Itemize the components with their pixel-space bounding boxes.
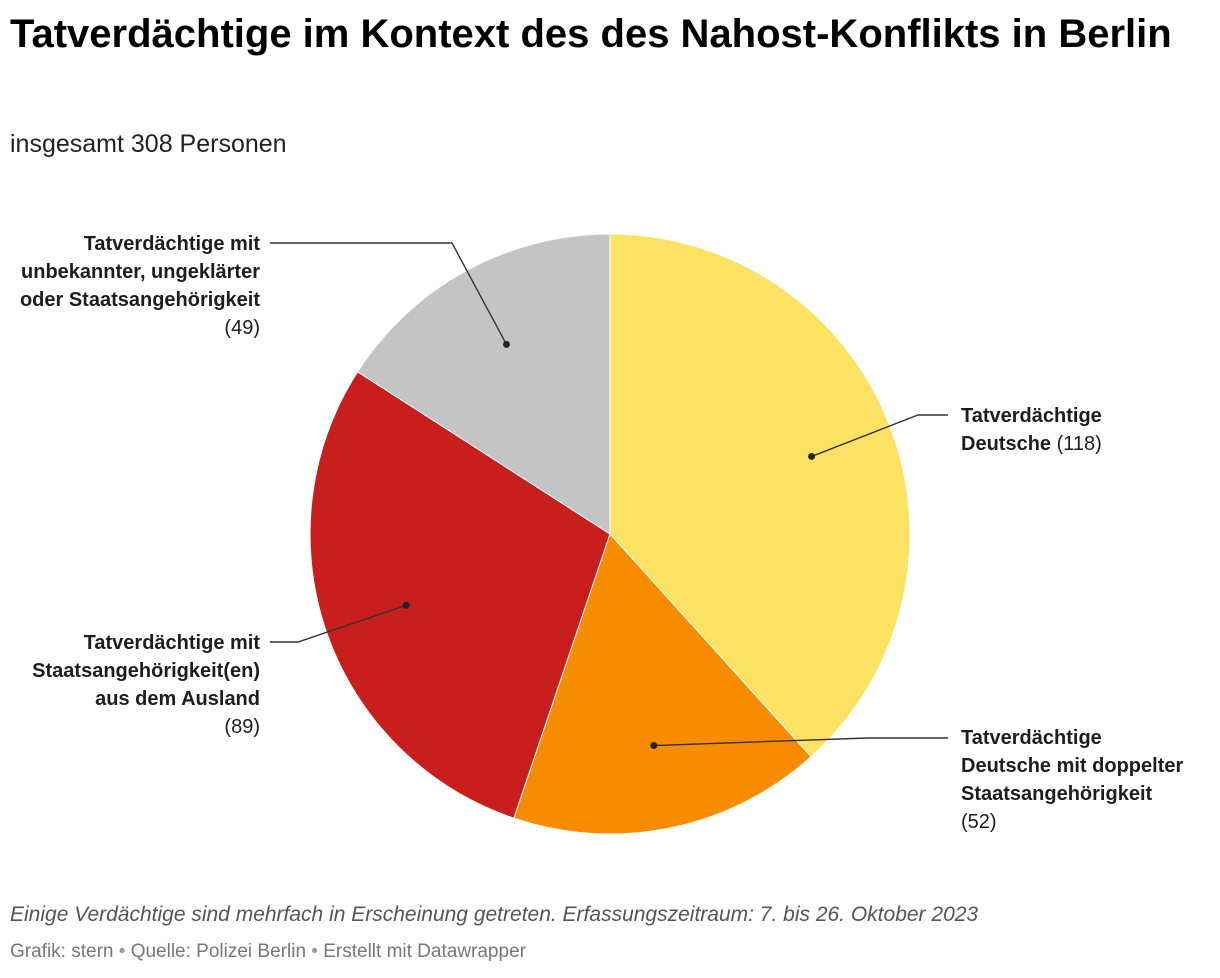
chart-subtitle: insgesamt 308 Personen	[10, 130, 287, 158]
credit-separator: •	[118, 941, 126, 962]
slice-value-doppelte-staatsangehoerigkeit: (52)	[961, 811, 997, 833]
pie-slices	[309, 233, 911, 835]
credit-source: Quelle: Polizei Berlin	[130, 941, 307, 962]
leader-ausland-dot	[402, 601, 410, 609]
credit-separator: •	[311, 941, 318, 962]
leader-doppelte-staatsangehoerigkeit	[653, 737, 948, 747]
slice-label-deutsche: Tatverdächtige Deutsche (118)	[961, 405, 1102, 455]
label-leader-lines	[270, 242, 948, 750]
slice-label-unbekannt: Tatverdächtige mit unbekannter, ungeklär…	[19, 233, 260, 339]
slice-value-ausland: (89)	[224, 716, 260, 738]
pie-chart	[270, 233, 948, 835]
slice-doppelte-staatsangehoerigkeit	[513, 533, 812, 835]
slice-value-unbekannt: (49)	[224, 317, 260, 339]
slice-label-doppelte-staatsangehoerigkeit: Tatverdächtige Deutsche mit doppelter St…	[961, 727, 1184, 833]
chart-title: Tatverdächtige im Kontext des des Nahost…	[10, 12, 1172, 56]
leader-deutsche-dot	[808, 452, 816, 460]
leader-doppelte-staatsangehoerigkeit-dot	[650, 742, 658, 750]
slice-value-deutsche: (118)	[1056, 433, 1102, 455]
chart-credits: Grafik: stern • Quelle: Polizei Berlin •…	[10, 941, 526, 963]
leader-deutsche	[811, 414, 948, 458]
leader-unbekannt-dot	[502, 340, 510, 348]
slice-label-ausland: Tatverdächtige mit Staatsangehörigkeit(e…	[32, 632, 260, 738]
leader-ausland	[270, 604, 407, 643]
slice-ausland	[309, 371, 611, 819]
credit-datawrapper-link[interactable]: Erstellt mit Datawrapper	[323, 941, 526, 962]
credit-graphic: Grafik: stern	[10, 941, 114, 962]
leader-unbekannt	[270, 242, 508, 345]
chart-notes: Einige Verdächtige sind mehrfach in Ersc…	[10, 903, 979, 926]
